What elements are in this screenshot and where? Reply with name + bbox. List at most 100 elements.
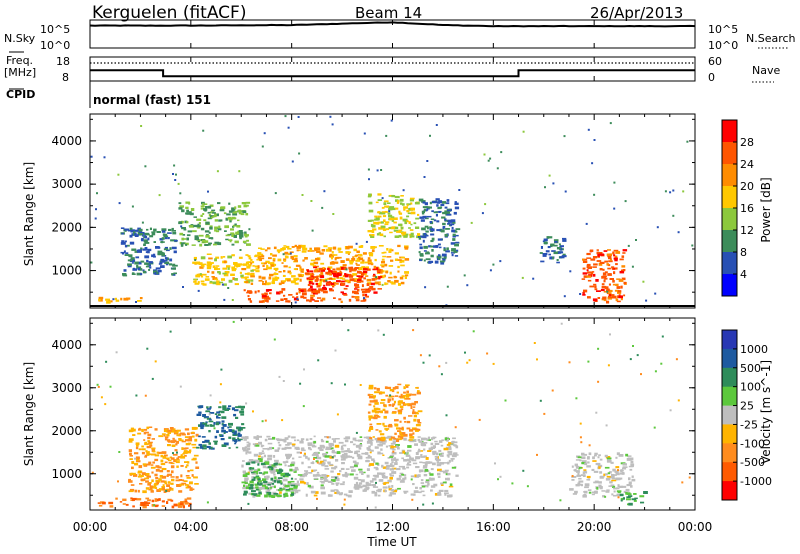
- vel-cells-noise: [472, 330, 475, 333]
- vel-cells-cell-2: [366, 436, 371, 439]
- vel-cells-cell-5: [183, 500, 188, 503]
- power-cells-cell-9: [614, 255, 618, 259]
- power-cells-cell-1: [208, 237, 214, 240]
- vel-cells-noise: [154, 360, 157, 363]
- power-cells-cell-3: [381, 264, 385, 268]
- vel-cells-cell-2: [354, 483, 358, 487]
- power-cells-cell-6: [406, 220, 409, 223]
- power-cells-cell-7: [423, 208, 426, 212]
- vel-cells-cell-6: [618, 454, 624, 457]
- power-cells-cell-0: [164, 233, 168, 237]
- vel-cells-cell-0: [152, 461, 155, 464]
- power-cells-cell-9: [622, 269, 626, 271]
- power-cells-cell-9: [603, 250, 608, 252]
- power-cells-cell-5: [346, 273, 352, 276]
- vel-cells-cell-4: [377, 437, 382, 441]
- power-cells-cell-7: [451, 253, 454, 257]
- power-cells-cell-3: [273, 267, 279, 270]
- power-cells-cell-6: [408, 227, 411, 229]
- power-cells-cell-3: [339, 280, 343, 283]
- power-cells-cell-10: [548, 236, 553, 239]
- power-cells-cell-3: [320, 262, 325, 265]
- vel-cells-cell-6: [577, 482, 581, 486]
- power-cells-cell-6: [379, 233, 384, 237]
- power-cells-cell-1: [182, 234, 186, 236]
- vel-cells-cell-2: [303, 452, 306, 456]
- vel-cells-cell-2: [292, 444, 295, 447]
- velocity_colorbar-tick-label: 500: [740, 362, 761, 375]
- power-cells-cell-7: [444, 218, 447, 221]
- power-cells-noise: [90, 261, 93, 264]
- power-cells-cell-10: [562, 253, 566, 257]
- power-cells-cell-1: [178, 207, 183, 210]
- power-cells-noise: [682, 190, 685, 193]
- power-cells-cell-1: [214, 219, 218, 222]
- power-cells-cell-2: [243, 263, 248, 266]
- power-cells-cell-3: [327, 247, 333, 249]
- vel-cells-cell-2: [282, 461, 286, 463]
- vel-cells-cell-1: [204, 439, 210, 443]
- vel-cells-cell-1: [234, 440, 237, 443]
- vel-cells-cell-2: [278, 444, 282, 447]
- power-cells-cell-7: [422, 206, 428, 209]
- vel-cells-cell-0: [163, 434, 166, 437]
- vel-cells-cell-2: [363, 471, 366, 474]
- power-cells-cell-1: [232, 213, 238, 216]
- vel-cells-cell-0: [150, 490, 154, 493]
- vel-cells-cell-2: [424, 437, 428, 440]
- vel-cells-cell-0: [184, 428, 190, 431]
- power-cells-cell-9: [618, 279, 624, 282]
- power-cells-cell-0: [132, 267, 135, 271]
- vel-cells-noise: [605, 424, 608, 427]
- vel-cells-cell-0: [164, 461, 168, 464]
- power-cells-cell-6: [404, 221, 408, 225]
- power-cells-noise: [261, 145, 264, 148]
- power-cells-cell-1: [237, 219, 240, 222]
- power-cells-cell-7: [435, 198, 440, 201]
- power-cells-noise: [613, 181, 616, 184]
- power-cells-cell-3: [258, 255, 262, 258]
- vel-cells-cell-6: [592, 460, 597, 462]
- vel-cells-cell-4: [391, 397, 394, 401]
- power-cells-cell-3: [365, 266, 369, 270]
- vel-cells-cell-3: [277, 494, 282, 497]
- power-cells-cell-6: [408, 221, 411, 224]
- vel-cells-cell-5: [132, 505, 135, 508]
- power-cells-cell-4: [365, 295, 369, 298]
- power-cells-cell-8: [139, 297, 143, 300]
- vel-cells-cell-4: [405, 397, 411, 400]
- power-cells-cell-9: [621, 255, 625, 258]
- vel-cells-cell-2: [268, 438, 273, 440]
- vel-cells-cell-3: [253, 476, 256, 479]
- vel-cells-cell-3: [287, 481, 292, 484]
- power-cells-cell-0: [133, 231, 136, 234]
- vel-cells-cell-2: [375, 462, 379, 465]
- vel-cells-cell-7: [634, 497, 638, 500]
- power-cells-cell-5: [308, 276, 314, 280]
- power-cells-cell-3: [374, 258, 377, 262]
- vel-cells-cell-5: [142, 505, 147, 509]
- power-cells-cell-9: [593, 263, 598, 266]
- power-cells-cell-10: [553, 244, 558, 247]
- vel-cells-cell-5: [132, 497, 138, 501]
- vel-cells-noise: [209, 394, 212, 397]
- vel-cells-cell-2: [341, 462, 345, 465]
- vel-cells-cell-2: [351, 456, 355, 459]
- vel-cells-cell-6: [592, 456, 595, 460]
- vel-cells-cell-1: [201, 436, 206, 438]
- power-cells-cell-1: [193, 216, 197, 218]
- vel-cells-cell-2: [375, 467, 379, 471]
- power-cells-cell-0: [171, 230, 176, 232]
- vel-cells-cell-0: [128, 480, 133, 483]
- vel-cells-noise: [138, 427, 141, 430]
- vel-cells-cell-0: [195, 461, 198, 464]
- vel-cells-cell-4: [412, 411, 416, 415]
- power-cells-noise: [298, 152, 301, 155]
- vel-cells-cell-3: [244, 491, 248, 494]
- vel-cells-cell-0: [153, 484, 157, 487]
- vel-cells-cell-2: [417, 436, 421, 438]
- power-cells-cell-3: [265, 282, 270, 286]
- power-cells-cell-9: [587, 266, 592, 269]
- power-cells-cell-6: [410, 211, 416, 215]
- power-cells-cell-9: [607, 297, 612, 300]
